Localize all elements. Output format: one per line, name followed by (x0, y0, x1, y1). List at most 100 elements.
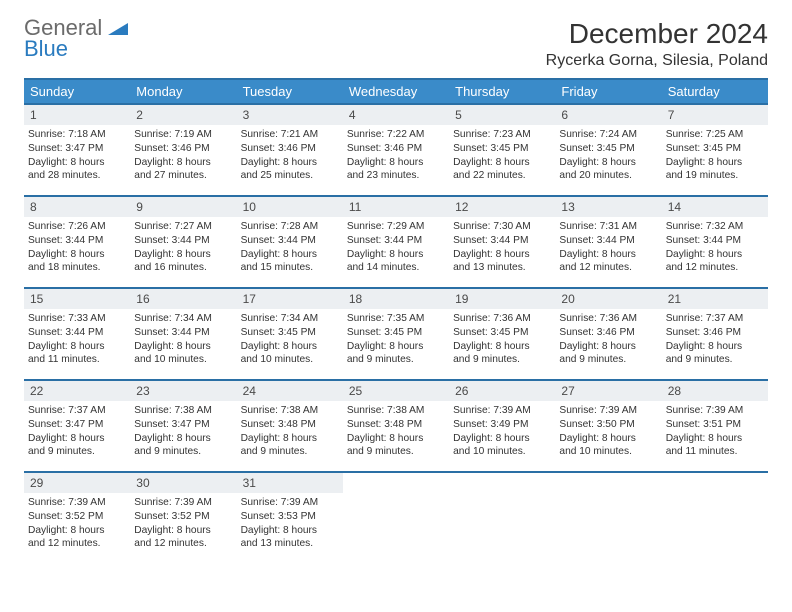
calendar-cell: 2Sunrise: 7:19 AMSunset: 3:46 PMDaylight… (130, 104, 236, 196)
sunrise-text: Sunrise: 7:35 AM (347, 312, 445, 326)
sunrise-text: Sunrise: 7:39 AM (28, 496, 126, 510)
sunset-text: Sunset: 3:46 PM (666, 326, 764, 340)
daylight-text: Daylight: 8 hours (28, 432, 126, 446)
sunrise-text: Sunrise: 7:36 AM (453, 312, 551, 326)
day-body: Sunrise: 7:36 AMSunset: 3:46 PMDaylight:… (555, 309, 661, 370)
daylight-text: Daylight: 8 hours (453, 248, 551, 262)
day-body: Sunrise: 7:23 AMSunset: 3:45 PMDaylight:… (449, 125, 555, 186)
weekday-header: Friday (555, 79, 661, 104)
calendar-week: 22Sunrise: 7:37 AMSunset: 3:47 PMDayligh… (24, 380, 768, 472)
daylight-text: and 10 minutes. (453, 445, 551, 459)
calendar-cell: .. (555, 472, 661, 564)
daylight-text: and 11 minutes. (28, 353, 126, 367)
brand-logo: General Blue (24, 18, 128, 60)
day-number: 20 (555, 289, 661, 309)
sunrise-text: Sunrise: 7:37 AM (28, 404, 126, 418)
sunset-text: Sunset: 3:45 PM (347, 326, 445, 340)
sunset-text: Sunset: 3:46 PM (134, 142, 232, 156)
sunset-text: Sunset: 3:48 PM (347, 418, 445, 432)
daylight-text: and 9 minutes. (347, 353, 445, 367)
sunset-text: Sunset: 3:45 PM (241, 326, 339, 340)
daylight-text: Daylight: 8 hours (347, 340, 445, 354)
calendar-cell: 7Sunrise: 7:25 AMSunset: 3:45 PMDaylight… (662, 104, 768, 196)
day-number: 10 (237, 197, 343, 217)
sunrise-text: Sunrise: 7:19 AM (134, 128, 232, 142)
daylight-text: and 13 minutes. (241, 537, 339, 551)
brand-line2: Blue (24, 36, 68, 61)
sunset-text: Sunset: 3:46 PM (241, 142, 339, 156)
daylight-text: and 23 minutes. (347, 169, 445, 183)
sunrise-text: Sunrise: 7:37 AM (666, 312, 764, 326)
sunset-text: Sunset: 3:47 PM (28, 418, 126, 432)
calendar-week: 15Sunrise: 7:33 AMSunset: 3:44 PMDayligh… (24, 288, 768, 380)
sunset-text: Sunset: 3:45 PM (559, 142, 657, 156)
sunrise-text: Sunrise: 7:26 AM (28, 220, 126, 234)
daylight-text: Daylight: 8 hours (666, 156, 764, 170)
sunset-text: Sunset: 3:44 PM (559, 234, 657, 248)
sunrise-text: Sunrise: 7:38 AM (241, 404, 339, 418)
daylight-text: Daylight: 8 hours (28, 524, 126, 538)
calendar-cell: 17Sunrise: 7:34 AMSunset: 3:45 PMDayligh… (237, 288, 343, 380)
calendar-body: 1Sunrise: 7:18 AMSunset: 3:47 PMDaylight… (24, 104, 768, 564)
daylight-text: Daylight: 8 hours (559, 156, 657, 170)
daylight-text: Daylight: 8 hours (666, 432, 764, 446)
daylight-text: and 20 minutes. (559, 169, 657, 183)
daylight-text: Daylight: 8 hours (347, 432, 445, 446)
calendar-cell: 18Sunrise: 7:35 AMSunset: 3:45 PMDayligh… (343, 288, 449, 380)
daylight-text: Daylight: 8 hours (28, 156, 126, 170)
calendar-cell: 22Sunrise: 7:37 AMSunset: 3:47 PMDayligh… (24, 380, 130, 472)
sunrise-text: Sunrise: 7:24 AM (559, 128, 657, 142)
sunrise-text: Sunrise: 7:39 AM (134, 496, 232, 510)
day-number: 4 (343, 105, 449, 125)
sunset-text: Sunset: 3:47 PM (134, 418, 232, 432)
daylight-text: and 12 minutes. (666, 261, 764, 275)
daylight-text: and 25 minutes. (241, 169, 339, 183)
day-number: 25 (343, 381, 449, 401)
weekday-header: Tuesday (237, 79, 343, 104)
day-body: Sunrise: 7:27 AMSunset: 3:44 PMDaylight:… (130, 217, 236, 278)
day-body: Sunrise: 7:34 AMSunset: 3:45 PMDaylight:… (237, 309, 343, 370)
daylight-text: and 10 minutes. (134, 353, 232, 367)
day-number: 23 (130, 381, 236, 401)
day-number: 12 (449, 197, 555, 217)
calendar-cell: 11Sunrise: 7:29 AMSunset: 3:44 PMDayligh… (343, 196, 449, 288)
day-number: 16 (130, 289, 236, 309)
sunset-text: Sunset: 3:45 PM (453, 326, 551, 340)
sunrise-text: Sunrise: 7:29 AM (347, 220, 445, 234)
day-body: Sunrise: 7:39 AMSunset: 3:53 PMDaylight:… (237, 493, 343, 554)
calendar-cell: 24Sunrise: 7:38 AMSunset: 3:48 PMDayligh… (237, 380, 343, 472)
header: General Blue December 2024 Rycerka Gorna… (24, 18, 768, 70)
day-body: Sunrise: 7:39 AMSunset: 3:52 PMDaylight:… (130, 493, 236, 554)
daylight-text: Daylight: 8 hours (28, 248, 126, 262)
day-number: 15 (24, 289, 130, 309)
day-body: Sunrise: 7:24 AMSunset: 3:45 PMDaylight:… (555, 125, 661, 186)
day-number: 1 (24, 105, 130, 125)
calendar-cell: 28Sunrise: 7:39 AMSunset: 3:51 PMDayligh… (662, 380, 768, 472)
sunset-text: Sunset: 3:45 PM (666, 142, 764, 156)
sunset-text: Sunset: 3:44 PM (453, 234, 551, 248)
daylight-text: Daylight: 8 hours (134, 340, 232, 354)
daylight-text: Daylight: 8 hours (666, 248, 764, 262)
daylight-text: Daylight: 8 hours (559, 340, 657, 354)
sunrise-text: Sunrise: 7:31 AM (559, 220, 657, 234)
calendar-cell: 5Sunrise: 7:23 AMSunset: 3:45 PMDaylight… (449, 104, 555, 196)
sunset-text: Sunset: 3:44 PM (134, 234, 232, 248)
sunrise-text: Sunrise: 7:33 AM (28, 312, 126, 326)
calendar-cell: 8Sunrise: 7:26 AMSunset: 3:44 PMDaylight… (24, 196, 130, 288)
sunrise-text: Sunrise: 7:23 AM (453, 128, 551, 142)
day-number: 7 (662, 105, 768, 125)
daylight-text: and 10 minutes. (241, 353, 339, 367)
day-body: Sunrise: 7:36 AMSunset: 3:45 PMDaylight:… (449, 309, 555, 370)
month-title: December 2024 (546, 18, 768, 50)
calendar-cell: 19Sunrise: 7:36 AMSunset: 3:45 PMDayligh… (449, 288, 555, 380)
calendar-cell: 20Sunrise: 7:36 AMSunset: 3:46 PMDayligh… (555, 288, 661, 380)
sunset-text: Sunset: 3:46 PM (347, 142, 445, 156)
day-number: 28 (662, 381, 768, 401)
day-body: Sunrise: 7:37 AMSunset: 3:46 PMDaylight:… (662, 309, 768, 370)
weekday-header: Sunday (24, 79, 130, 104)
calendar-cell: 23Sunrise: 7:38 AMSunset: 3:47 PMDayligh… (130, 380, 236, 472)
day-body: Sunrise: 7:22 AMSunset: 3:46 PMDaylight:… (343, 125, 449, 186)
day-number: 2 (130, 105, 236, 125)
calendar-week: 1Sunrise: 7:18 AMSunset: 3:47 PMDaylight… (24, 104, 768, 196)
daylight-text: Daylight: 8 hours (559, 432, 657, 446)
